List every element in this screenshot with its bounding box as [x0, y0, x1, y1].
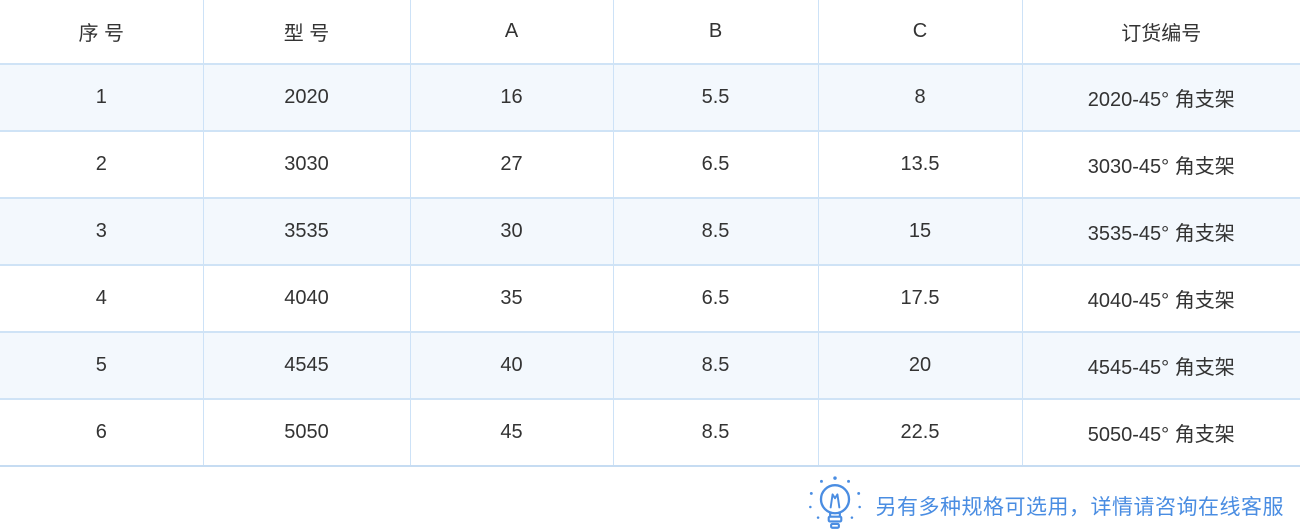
table-cell: 16: [409, 63, 613, 131]
table-cell: 3030-45° 角支架: [1021, 130, 1300, 198]
header-cell-model: 型 号: [202, 0, 410, 64]
table-cell: 15: [817, 197, 1022, 265]
table-cell: 1: [0, 63, 203, 131]
table-cell: 5050-45° 角支架: [1021, 398, 1300, 467]
table-cell: 17.5: [817, 264, 1022, 332]
table-cell: 4545-45° 角支架: [1021, 331, 1300, 399]
lightbulb-icon: [808, 476, 861, 529]
table-cell: 4: [0, 264, 203, 332]
header-cell-index: 序 号: [0, 0, 203, 64]
table-cell: 4040-45° 角支架: [1021, 264, 1300, 332]
table-cell: 20: [817, 331, 1022, 399]
table-row: 3 3535 30 8.5 15 3535-45° 角支架: [0, 197, 1300, 265]
table-cell: 2020: [202, 63, 410, 131]
table-cell: 8.5: [612, 331, 818, 399]
header-cell-a: A: [409, 0, 613, 64]
table-cell: 22.5: [817, 398, 1022, 467]
table-row: 1 2020 16 5.5 8 2020-45° 角支架: [0, 63, 1300, 131]
table-cell: 5: [0, 331, 203, 399]
table-cell: 5050: [202, 398, 410, 467]
table-cell: 6.5: [612, 130, 818, 198]
table-cell: 40: [409, 331, 613, 399]
table-cell: 13.5: [817, 130, 1022, 198]
table-cell: 4040: [202, 264, 410, 332]
table-cell: 3: [0, 197, 203, 265]
footer-note: 另有多种规格可选用，详情请咨询在线客服: [0, 474, 1300, 531]
table-cell: 3535: [202, 197, 410, 265]
spec-table: 序 号 型 号 A B C 订货编号 1 2020 16 5.5 8 2020-…: [0, 0, 1300, 467]
table-cell: 30: [409, 197, 613, 265]
table-row: 4 4040 35 6.5 17.5 4040-45° 角支架: [0, 264, 1300, 332]
table-cell: 6: [0, 398, 203, 467]
table-cell: 8: [817, 63, 1022, 131]
table-row: 5 4545 40 8.5 20 4545-45° 角支架: [0, 331, 1300, 399]
table-row: 2 3030 27 6.5 13.5 3030-45° 角支架: [0, 130, 1300, 198]
table-cell: 4545: [202, 331, 410, 399]
table-cell: 6.5: [612, 264, 818, 332]
table-cell: 3030: [202, 130, 410, 198]
table-cell: 35: [409, 264, 613, 332]
table-cell: 8.5: [612, 398, 818, 467]
table-row: 6 5050 45 8.5 22.5 5050-45° 角支架: [0, 398, 1300, 467]
header-cell-c: C: [817, 0, 1022, 64]
table-cell: 5.5: [612, 63, 818, 131]
header-row: 序 号 型 号 A B C 订货编号: [0, 0, 1300, 64]
table-cell: 8.5: [612, 197, 818, 265]
table-cell: 2: [0, 130, 203, 198]
table-cell: 2020-45° 角支架: [1021, 63, 1300, 131]
table-cell: 45: [409, 398, 613, 467]
table-cell: 3535-45° 角支架: [1021, 197, 1300, 265]
table-header: 序 号 型 号 A B C 订货编号: [0, 0, 1300, 64]
table-cell: 27: [409, 130, 613, 198]
table-body: 1 2020 16 5.5 8 2020-45° 角支架 2 3030 27 6…: [0, 63, 1300, 467]
header-cell-order-no: 订货编号: [1021, 0, 1300, 64]
header-cell-b: B: [612, 0, 818, 64]
note-text: 另有多种规格可选用，详情请咨询在线客服: [875, 496, 1284, 519]
